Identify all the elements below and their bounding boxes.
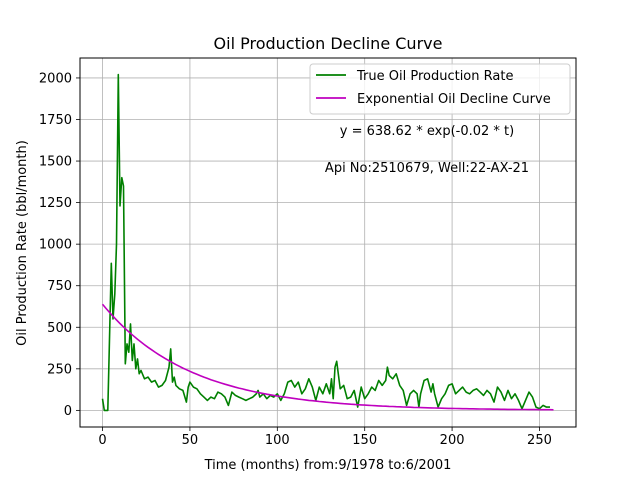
y-tick-label: 750 <box>47 279 72 294</box>
series-layer <box>101 73 554 412</box>
x-tick-label: 50 <box>182 433 199 448</box>
y-tick-label: 1500 <box>39 155 72 170</box>
legend: True Oil Production Rate Exponential Oil… <box>309 63 571 115</box>
x-axis-label: Time (months) from:9/1978 to:6/2001 <box>204 458 452 473</box>
y-tick-label: 2000 <box>39 71 72 86</box>
x-tick-label: 250 <box>527 433 552 448</box>
legend-label-true-rate: True Oil Production Rate <box>356 69 513 84</box>
chart-title: Oil Production Decline Curve <box>214 34 443 53</box>
axis-ticks: 0 50 100 150 200 250 0 250 500 750 1000 1250 1500 175… <box>39 71 552 448</box>
x-tick-label: 200 <box>440 433 465 448</box>
y-tick-label: 0 <box>64 404 72 419</box>
y-tick-label: 1750 <box>39 113 72 128</box>
legend-box <box>309 63 571 115</box>
y-tick-label: 250 <box>47 362 72 377</box>
true-production-line <box>101 73 550 412</box>
plot-frame <box>79 57 577 428</box>
equation-annotation: y = 638.62 * exp(-0.02 * t) <box>340 124 514 139</box>
y-axis-label: Oil Production Rate (bbl/month) <box>15 140 30 346</box>
y-tick-label: 500 <box>47 321 72 336</box>
x-tick-label: 100 <box>265 433 290 448</box>
x-tick-label: 0 <box>98 433 106 448</box>
legend-label-decline-curve: Exponential Oil Decline Curve <box>357 92 551 107</box>
well-annotation: Api No:2510679, Well:22-AX-21 <box>325 161 529 176</box>
exponential-decline-line <box>101 303 554 411</box>
y-tick-label: 1250 <box>39 196 72 211</box>
x-tick-label: 150 <box>352 433 377 448</box>
y-tick-label: 1000 <box>39 238 72 253</box>
